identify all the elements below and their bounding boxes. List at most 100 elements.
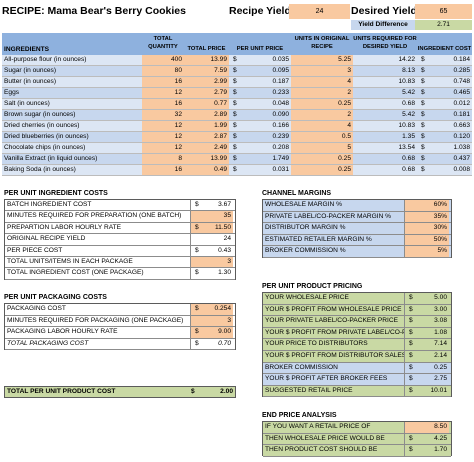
value-cell[interactable]: 35 (191, 211, 233, 222)
value-cell[interactable]: 3 (191, 257, 233, 268)
value-input[interactable]: 60% (433, 201, 447, 208)
units-original-input[interactable]: 0.5 (291, 132, 353, 142)
ingredient-cost: 0.184 (453, 56, 470, 63)
value-input[interactable]: 8.50 (434, 423, 447, 430)
value-input[interactable]: 3 (227, 258, 231, 265)
row-label: TOTAL INGREDIENT COST (ONE PACKAGE) (5, 268, 191, 279)
value-cell[interactable]: $9.00 (191, 327, 233, 338)
ingredient-cost: 0.008 (453, 166, 470, 173)
value-input[interactable]: 35% (433, 212, 447, 220)
value-currency (407, 422, 415, 432)
value-cell: $0.43 (191, 245, 233, 256)
row-label: YOUR $ PROFIT AFTER BROKER FEES (263, 374, 405, 385)
units-original-input[interactable]: 5.25 (291, 55, 353, 65)
value-cell[interactable]: $0.254 (191, 304, 233, 315)
units-required: 0.68 (402, 166, 415, 173)
total-price-input[interactable]: 1.99 (184, 121, 229, 131)
value-currency (193, 234, 201, 244)
value-input[interactable]: 0.254 (214, 305, 231, 312)
table-row: Dried cherries (in ounces) 12 1.99 $0.166 4 1… (2, 121, 472, 132)
unit-price-currency: $ (233, 122, 237, 129)
value-currency: $ (195, 223, 199, 231)
value-input[interactable]: 35 (223, 212, 231, 220)
total-quantity-input[interactable]: 16 (142, 77, 184, 87)
total-quantity-input[interactable]: 12 (142, 88, 184, 98)
ingredient-name: All-purpose flour (in ounces) (4, 56, 87, 63)
value-cell[interactable]: $11.50 (191, 222, 233, 234)
table-row: THEN PRODUCT COST SHOULD BE $1.70 (263, 445, 451, 457)
table-row: YOUR PRIVATE LABEL/CO-PACKER PRICE $3.08 (263, 316, 451, 328)
value-input[interactable]: 50% (433, 235, 447, 243)
value-cell: $10.01 (405, 385, 449, 397)
total-quantity-input[interactable]: 32 (142, 110, 184, 120)
total-quantity-input[interactable]: 12 (142, 121, 184, 131)
row-label: PRIVATE LABEL/CO-PACKER MARGIN % (263, 211, 405, 223)
total-price-input[interactable]: 7.59 (184, 66, 229, 76)
units-original-input[interactable]: 5 (291, 143, 353, 153)
units-original-input[interactable]: 2 (291, 88, 353, 98)
value-input[interactable]: 30% (433, 224, 447, 232)
value-text: 4.25 (434, 434, 447, 442)
value-cell[interactable]: 5% (405, 246, 449, 257)
row-label: BROKER COMMISSION % (263, 246, 405, 257)
table-row: Vanilla Extract (in liquid ounces) 8 13.99… (2, 154, 472, 165)
row-label: THEN WHOLESALE PRICE WOULD BE (263, 433, 405, 444)
recipe-yield-input[interactable]: 24 (289, 4, 350, 19)
units-original-input[interactable]: 4 (291, 121, 353, 131)
total-quantity-input[interactable]: 12 (142, 132, 184, 142)
total-price-input[interactable]: 2.99 (184, 77, 229, 87)
table-row: PACKAGING LABOR HOURLY RATE $9.00 (5, 327, 235, 339)
units-required: 10.83 (398, 78, 415, 85)
value-text: 10.01 (430, 386, 447, 394)
table-row: PACKAGING COST $0.254 (5, 304, 235, 316)
total-quantity-input[interactable]: 400 (142, 55, 184, 65)
value-cell[interactable]: 8.50 (405, 422, 449, 433)
value-cell: $1.70 (405, 445, 449, 456)
value-cell[interactable]: 60% (405, 200, 449, 211)
value-input[interactable]: 9.00 (218, 328, 231, 335)
total-price-input[interactable]: 0.77 (184, 99, 229, 109)
value-cell[interactable]: 30% (405, 223, 449, 234)
value-text: 2.75 (434, 375, 447, 383)
units-original-input[interactable]: 2 (291, 110, 353, 120)
total-price-input[interactable]: 0.49 (184, 165, 229, 175)
row-label: YOUR $ PROFIT FROM DISTRIBUTOR SALES (263, 351, 405, 362)
units-original-input[interactable]: 4 (291, 77, 353, 87)
value-text: 3.00 (434, 305, 447, 313)
units-original-input[interactable]: 0.25 (291, 165, 353, 175)
desired-yield-input[interactable]: 65 (415, 4, 472, 19)
table-row: TOTAL INGREDIENT COST (ONE PACKAGE) $1.30 (5, 268, 235, 280)
per-unit-price: 0.208 (272, 144, 289, 151)
row-label: IF YOU WANT A RETAIL PRICE OF (263, 422, 405, 433)
value-cell: $1.30 (191, 268, 233, 279)
value-cell[interactable]: 3 (191, 315, 233, 326)
value-input[interactable]: 3 (227, 316, 231, 324)
value-cell[interactable]: 50% (405, 234, 449, 246)
row-label: DISTRIBUTOR MARGIN % (263, 223, 405, 234)
total-quantity-input[interactable]: 8 (142, 154, 184, 164)
total-quantity-input[interactable]: 16 (142, 165, 184, 175)
row-label: SUGGESTED RETAIL PRICE (263, 385, 405, 397)
total-product-cost-value: 2.00 (220, 388, 233, 395)
total-price-input[interactable]: 2.87 (184, 132, 229, 142)
value-input[interactable]: 5% (437, 247, 447, 255)
units-original-input[interactable]: 0.25 (291, 154, 353, 164)
table-row: PREPARTION LABOR HOURLY RATE $11.50 (5, 222, 235, 235)
total-price-input[interactable]: 13.99 (184, 55, 229, 65)
total-price-input[interactable]: 2.49 (184, 143, 229, 153)
value-input[interactable]: 11.50 (214, 223, 231, 231)
value-cell[interactable]: 35% (405, 211, 449, 223)
ingredient-cost-currency: $ (421, 89, 425, 96)
value-currency: $ (409, 446, 413, 453)
table-row: PER PIECE COST $0.43 (5, 245, 235, 257)
yield-difference-value: 2.71 (415, 20, 472, 30)
total-quantity-input[interactable]: 12 (142, 143, 184, 153)
total-price-input[interactable]: 13.99 (184, 154, 229, 164)
total-quantity-input[interactable]: 16 (142, 99, 184, 109)
units-original-input[interactable]: 0.25 (291, 99, 353, 109)
row-label: WHOLESALE MARGIN % (263, 200, 405, 211)
units-original-input[interactable]: 3 (291, 66, 353, 76)
total-price-input[interactable]: 2.89 (184, 110, 229, 120)
total-price-input[interactable]: 2.79 (184, 88, 229, 98)
total-quantity-input[interactable]: 80 (142, 66, 184, 76)
